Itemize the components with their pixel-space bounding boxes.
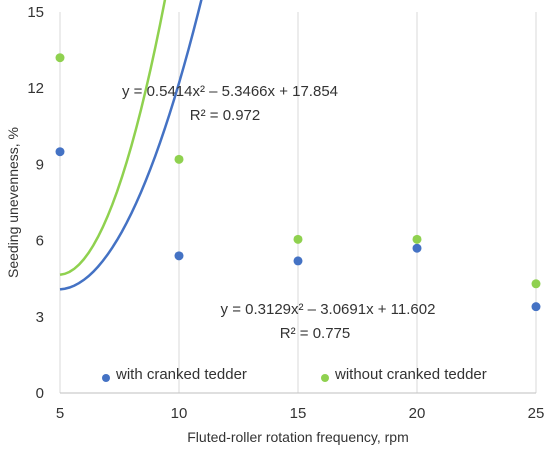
data-points (55, 53, 541, 312)
x-tick-label-20: 20 (409, 405, 426, 422)
data-point-series-0-4 (531, 302, 541, 312)
y-tick-label-15: 15 (27, 4, 44, 21)
y-tick-label-0: 0 (36, 385, 44, 402)
x-tick-label-5: 5 (56, 405, 64, 422)
x-tick-label-10: 10 (171, 405, 188, 422)
trendline-series-0 (59, 0, 203, 291)
data-point-series-0-3 (412, 243, 422, 253)
grid-lines (59, 12, 537, 393)
x-tick-labels: 5 10 15 20 25 (56, 405, 545, 422)
data-point-series-1-0 (55, 53, 65, 63)
data-point-series-1-1 (174, 154, 184, 164)
trendline-series-1 (59, 0, 167, 276)
data-point-series-1-3 (412, 234, 422, 244)
y-tick-label-12: 12 (27, 80, 44, 97)
trendline-equation-with-tedder: y = 0.3129x² – 3.0691x + 11.602 (221, 301, 436, 318)
data-point-series-1-2 (293, 234, 303, 244)
legend-marker-without-tedder (321, 374, 329, 382)
legend: with cranked tedder without cranked tedd… (102, 366, 487, 383)
x-tick-label-15: 15 (290, 405, 307, 422)
y-tick-label-6: 6 (36, 233, 44, 250)
y-axis-title: Seeding unevenness, % (5, 127, 21, 278)
legend-marker-with-tedder (102, 374, 110, 382)
y-tick-label-3: 3 (36, 309, 44, 326)
trendline-equation-without-tedder: y = 0.5414x² – 5.3466x + 17.854 (122, 83, 338, 100)
trendlines (59, 0, 203, 291)
data-point-series-0-0 (55, 147, 65, 157)
x-axis-title: Fluted-roller rotation frequency, rpm (187, 429, 409, 445)
y-tick-label-9: 9 (36, 156, 44, 173)
r-squared-without-tedder: R² = 0.972 (190, 107, 260, 124)
x-tick-label-25: 25 (528, 405, 545, 422)
data-point-series-1-4 (531, 279, 541, 289)
data-point-series-0-1 (174, 251, 184, 261)
data-point-series-0-2 (293, 256, 303, 266)
y-tick-labels: 0 3 6 9 12 15 (27, 4, 44, 402)
legend-label-without-tedder: without cranked tedder (334, 366, 487, 383)
legend-label-with-tedder: with cranked tedder (115, 366, 247, 383)
r-squared-with-tedder: R² = 0.775 (280, 325, 350, 342)
